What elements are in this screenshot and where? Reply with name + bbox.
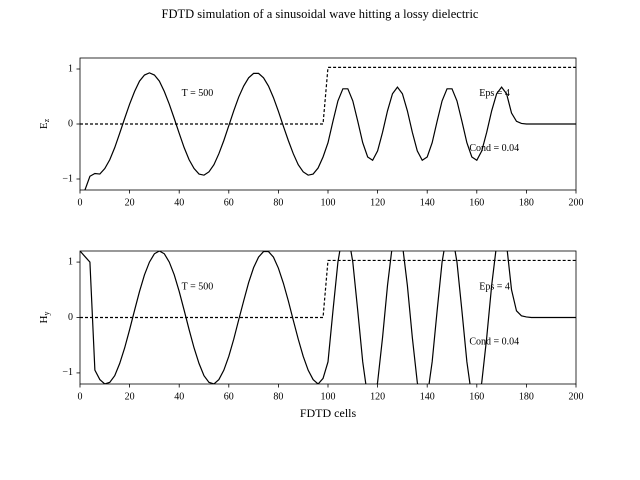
data-line <box>80 251 576 384</box>
x-tick-label: 200 <box>569 391 584 402</box>
x-tick-label: 180 <box>519 391 534 402</box>
y-tick-label: 1 <box>68 256 73 267</box>
x-tick-label: 100 <box>321 197 336 208</box>
annotation: T = 500 <box>182 281 214 292</box>
y-label-sub: z <box>42 118 51 122</box>
y-label-main: H <box>38 315 50 323</box>
y-tick-label: 0 <box>68 118 73 129</box>
x-tick-label: 60 <box>224 391 234 402</box>
x-tick-label: 140 <box>420 391 435 402</box>
y-label-sub: y <box>42 312 51 316</box>
annotation: T = 500 <box>182 88 214 99</box>
x-tick-label: 180 <box>519 197 534 208</box>
x-tick-label: 100 <box>321 391 336 402</box>
annotation: Cond = 0.04 <box>469 337 519 348</box>
x-tick-label: 200 <box>569 197 584 208</box>
x-axis-label: FDTD cells <box>300 406 357 420</box>
y-axis-label: Hy <box>38 312 51 324</box>
y-tick-label: 1 <box>68 63 73 74</box>
x-tick-label: 60 <box>224 197 234 208</box>
x-tick-label: 80 <box>273 197 283 208</box>
y-label-main: E <box>38 122 50 129</box>
x-tick-label: 80 <box>273 391 283 402</box>
figure-title: FDTD simulation of a sinusoidal wave hit… <box>162 7 479 21</box>
y-tick-label: −1 <box>62 173 73 184</box>
annotation: Eps = 4 <box>479 281 510 292</box>
data-line <box>80 259 576 319</box>
annotation: Cond = 0.04 <box>469 143 519 154</box>
x-tick-label: 20 <box>125 197 135 208</box>
x-tick-label: 160 <box>469 391 484 402</box>
x-tick-label: 0 <box>78 197 83 208</box>
y-tick-label: 0 <box>68 312 73 323</box>
annotation: Eps = 4 <box>479 88 510 99</box>
y-tick-label: −1 <box>62 367 73 378</box>
x-tick-label: 40 <box>174 197 184 208</box>
x-tick-label: 140 <box>420 197 435 208</box>
x-tick-label: 120 <box>370 197 385 208</box>
x-tick-label: 40 <box>174 391 184 402</box>
axes-frame <box>79 250 577 385</box>
x-tick-label: 0 <box>78 391 83 402</box>
axes-frame <box>79 57 577 191</box>
data-line <box>84 72 576 190</box>
x-tick-label: 20 <box>125 391 135 402</box>
data-line <box>80 66 576 125</box>
x-tick-label: 120 <box>370 391 385 402</box>
y-axis-label: Ez <box>38 118 51 129</box>
x-tick-label: 160 <box>469 197 484 208</box>
